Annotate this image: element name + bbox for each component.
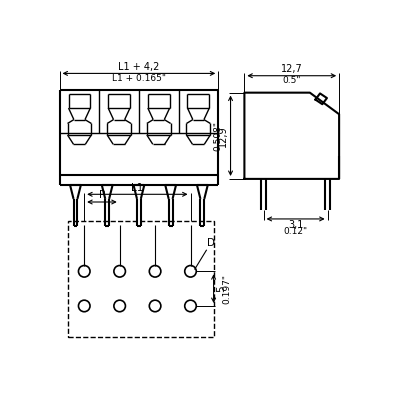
Text: 12,7: 12,7 — [281, 64, 303, 74]
Text: L1 + 0.165": L1 + 0.165" — [112, 74, 166, 83]
Text: D: D — [207, 238, 215, 248]
Text: 3,1: 3,1 — [288, 220, 303, 230]
Bar — [68, 221, 214, 337]
Text: L1: L1 — [131, 183, 143, 193]
Text: 0.12": 0.12" — [284, 227, 308, 236]
Text: 12,9: 12,9 — [218, 125, 228, 146]
Text: 0.5": 0.5" — [282, 76, 301, 86]
Text: 5: 5 — [216, 285, 226, 292]
Text: L1 + 4,2: L1 + 4,2 — [118, 62, 160, 72]
Text: P: P — [99, 190, 105, 200]
Text: 0.508": 0.508" — [213, 121, 222, 151]
Text: 0.197": 0.197" — [222, 274, 231, 304]
